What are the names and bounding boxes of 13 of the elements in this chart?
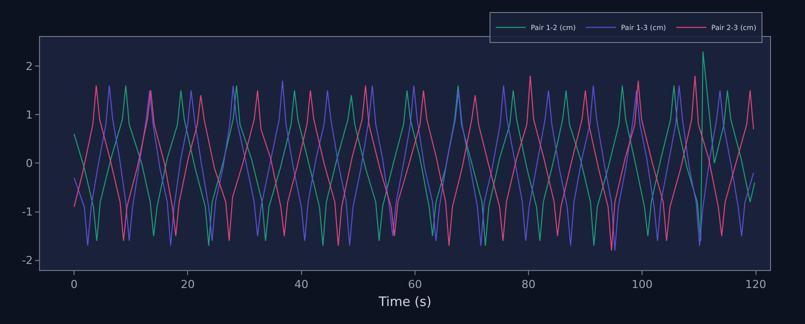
x-tick-label: 80 <box>522 278 536 292</box>
y-tick-label: 0 <box>26 157 33 170</box>
x-tick-label: 120 <box>745 278 766 292</box>
x-tick-label: 20 <box>180 278 195 292</box>
y-tick-label: -1 <box>22 206 33 219</box>
y-tick-label: 2 <box>26 60 33 73</box>
y-tick-label: 1 <box>26 108 33 122</box>
x-tick-label: 60 <box>408 278 422 292</box>
x-axis-title: Time (s) <box>378 294 432 310</box>
x-tick-label: 0 <box>70 278 78 292</box>
x-tick-label: 40 <box>294 278 308 292</box>
x-tick-label: 100 <box>632 278 653 292</box>
y-tick-label: -2 <box>22 254 33 268</box>
